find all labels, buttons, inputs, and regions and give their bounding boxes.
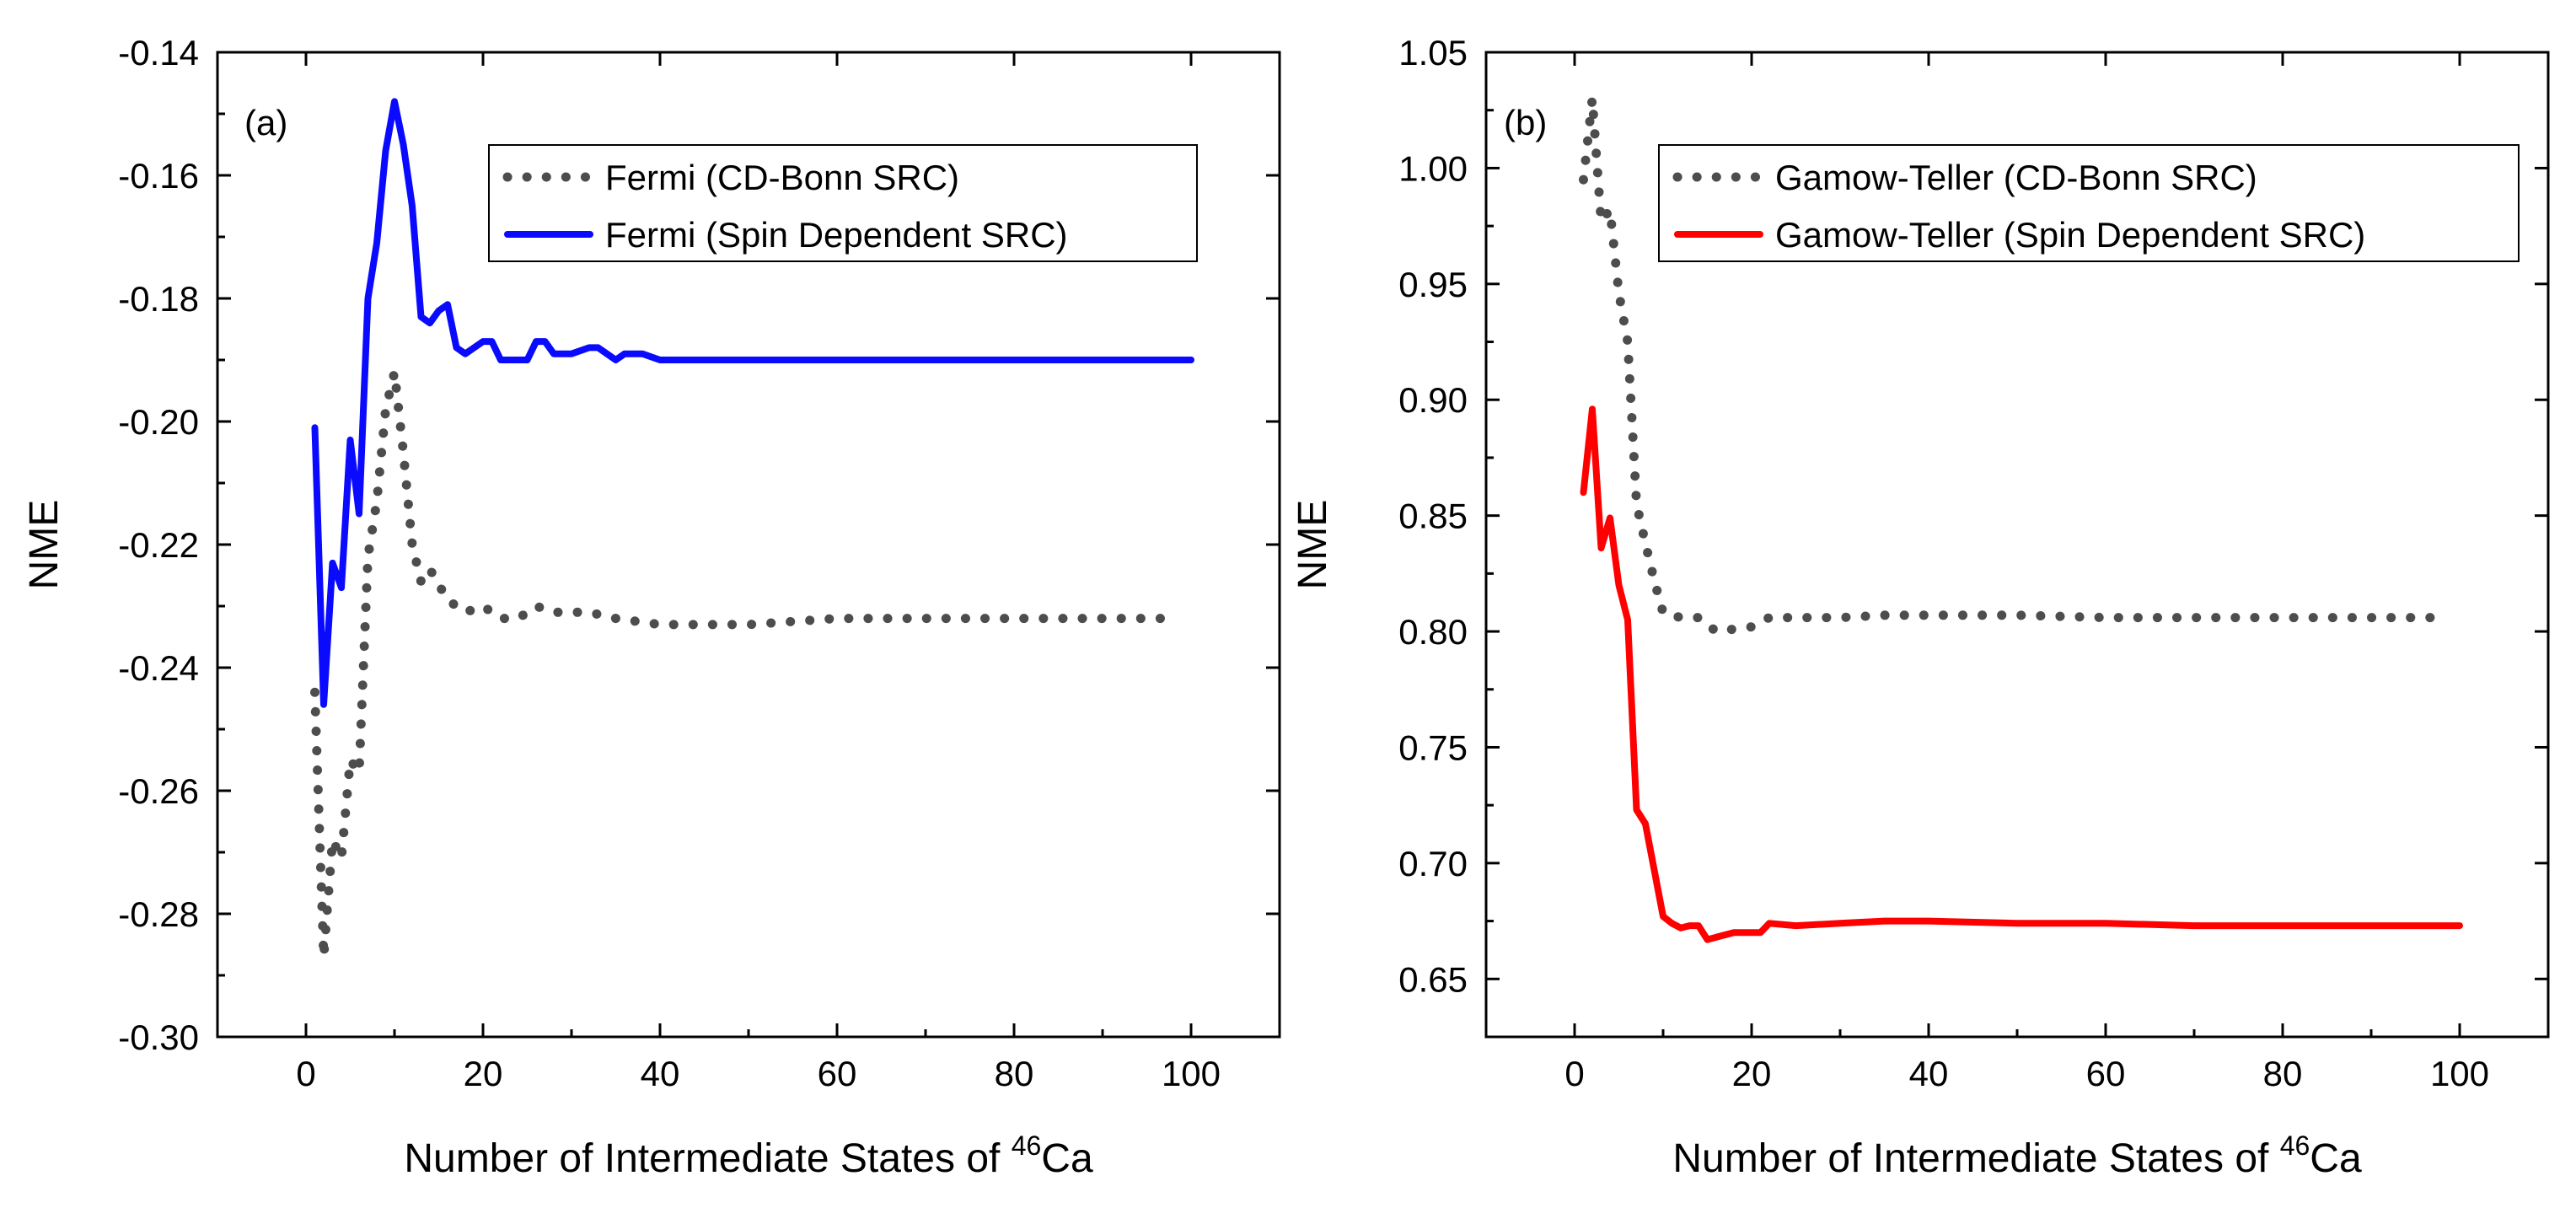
y-tick-label: 0.65: [1398, 959, 1468, 999]
x-axis-label: Number of Intermediate States of 46Ca: [1672, 1130, 2362, 1181]
y-tick-label: 0.85: [1398, 497, 1468, 536]
x-axis-label-tail: Ca: [1041, 1136, 1093, 1181]
x-axis-label-sup: 46: [2280, 1130, 2310, 1161]
x-tick-label: 0: [296, 1054, 315, 1093]
y-tick-label: -0.20: [118, 402, 199, 442]
y-axis-label: NME: [1291, 500, 1335, 590]
y-tick-label: -0.26: [118, 771, 199, 811]
legend-entry: Fermi (CD-Bonn SRC): [605, 158, 959, 197]
panel-label: (a): [244, 103, 287, 142]
legend-box: [1658, 144, 2520, 262]
x-tick-label: 100: [1162, 1054, 1221, 1093]
x-tick-label: 80: [2263, 1054, 2303, 1093]
y-tick-label: -0.22: [118, 525, 199, 565]
y-tick-label: 0.95: [1398, 265, 1468, 304]
x-tick-label: 20: [464, 1054, 503, 1093]
x-tick-label: 20: [1732, 1054, 1772, 1093]
y-tick-label: -0.18: [118, 279, 199, 319]
y-tick-label: 0.80: [1398, 612, 1468, 652]
y-tick-label: 1.05: [1398, 33, 1468, 72]
series-line-spin-dependent: [1580, 405, 2463, 943]
y-tick-label: 1.00: [1398, 148, 1468, 188]
x-axis-label-main: Number of Intermediate States of: [404, 1136, 1011, 1181]
series-line-cd-bonn: [310, 368, 1178, 962]
legend-entry: Gamow-Teller (Spin Dependent SRC): [1775, 215, 2365, 255]
y-tick-label: 0.70: [1398, 844, 1468, 883]
x-tick-label: 100: [2430, 1054, 2489, 1093]
x-tick-label: 0: [1564, 1054, 1584, 1093]
chart-panel-a: 0 20 40 60 80 100 -0.30 -0.28 -0.26 -0.24 -0.22 -0.…: [22, 33, 1281, 1181]
legend-entry: Fermi (Spin Dependent SRC): [605, 215, 1068, 255]
x-axis-label-sup: 46: [1012, 1130, 1042, 1161]
y-tick-label: -0.24: [118, 648, 199, 688]
y-tick-label: -0.30: [118, 1017, 199, 1057]
panel-label: (b): [1504, 103, 1547, 142]
x-tick-label: 40: [1909, 1054, 1949, 1093]
legend-box: [488, 144, 1198, 262]
legend-entry: Gamow-Teller (CD-Bonn SRC): [1775, 158, 2257, 197]
y-tick-label: 0.90: [1398, 380, 1468, 420]
series-line-cd-bonn: [1579, 94, 2447, 636]
x-tick-label: 80: [995, 1054, 1034, 1093]
x-tick-label: 40: [641, 1054, 680, 1093]
chart-panel-b: 0 20 40 60 80 100 0.65 0.70 0.75 0.80 0.85 0.90 0.95…: [1291, 33, 2550, 1181]
series-line-spin-dependent: [311, 98, 1194, 708]
y-tick-label: 0.75: [1398, 727, 1468, 767]
y-tick-label: -0.14: [118, 33, 199, 72]
x-tick-label: 60: [2086, 1054, 2126, 1093]
y-tick-label: -0.16: [118, 156, 199, 196]
x-tick-label: 60: [818, 1054, 857, 1093]
x-axis-label-main: Number of Intermediate States of: [1672, 1136, 2279, 1181]
y-axis-label: NME: [22, 500, 67, 590]
x-axis-label-tail: Ca: [2310, 1136, 2362, 1181]
y-tick-label: -0.28: [118, 894, 199, 934]
x-axis-label: Number of Intermediate States of 46Ca: [404, 1130, 1093, 1181]
